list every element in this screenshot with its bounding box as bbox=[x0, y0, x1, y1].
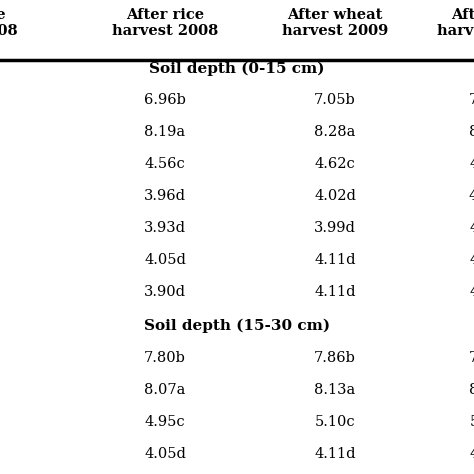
Text: 7.05b: 7.05b bbox=[314, 93, 356, 107]
Text: 7.80b: 7.80b bbox=[144, 351, 186, 365]
Text: Soil depth (15-30 cm): Soil depth (15-30 cm) bbox=[144, 319, 330, 333]
Text: 3.96d: 3.96d bbox=[144, 189, 186, 203]
Text: 4.17d: 4.17d bbox=[469, 285, 474, 299]
Text: 4.68c: 4.68c bbox=[470, 157, 474, 171]
Text: After rice
harvest 2009: After rice harvest 2009 bbox=[437, 8, 474, 38]
Text: 4.11d: 4.11d bbox=[314, 285, 356, 299]
Text: 7.86b: 7.86b bbox=[314, 351, 356, 365]
Text: 4.05d: 4.05d bbox=[144, 253, 186, 267]
Text: 4.08d: 4.08d bbox=[469, 189, 474, 203]
Text: 5.10c: 5.10c bbox=[315, 415, 356, 429]
Text: 8.28a: 8.28a bbox=[314, 125, 356, 139]
Text: 4.95c: 4.95c bbox=[145, 415, 185, 429]
Text: 8.07a: 8.07a bbox=[144, 383, 186, 397]
Text: 6.96b: 6.96b bbox=[144, 93, 186, 107]
Text: 4.05d: 4.05d bbox=[144, 447, 186, 461]
Text: 4.11d: 4.11d bbox=[314, 447, 356, 461]
Text: After rice
harvest 2008: After rice harvest 2008 bbox=[112, 8, 218, 38]
Text: 4.17d: 4.17d bbox=[469, 253, 474, 267]
Text: After wheat
harvest 2009: After wheat harvest 2009 bbox=[282, 8, 388, 38]
Text: Soil depth (0-15 cm): Soil depth (0-15 cm) bbox=[149, 62, 325, 76]
Text: 4.02d: 4.02d bbox=[314, 189, 356, 203]
Text: 3.99d: 3.99d bbox=[314, 221, 356, 235]
Text: 7.92b: 7.92b bbox=[469, 351, 474, 365]
Text: 4.62c: 4.62c bbox=[315, 157, 356, 171]
Text: 4.56c: 4.56c bbox=[145, 157, 185, 171]
Text: 3.90d: 3.90d bbox=[144, 285, 186, 299]
Text: 7.10b: 7.10b bbox=[469, 93, 474, 107]
Text: 5.16c: 5.16c bbox=[470, 415, 474, 429]
Text: 8.32a: 8.32a bbox=[469, 125, 474, 139]
Text: 8.13a: 8.13a bbox=[314, 383, 356, 397]
Text: 3.93d: 3.93d bbox=[144, 221, 186, 235]
Text: 4.05d: 4.05d bbox=[469, 221, 474, 235]
Text: 8.19a: 8.19a bbox=[469, 383, 474, 397]
Text: Before rice
planting 2008: Before rice planting 2008 bbox=[0, 8, 18, 38]
Text: 8.19a: 8.19a bbox=[145, 125, 185, 139]
Text: 4.11d: 4.11d bbox=[314, 253, 356, 267]
Text: 4.17d: 4.17d bbox=[469, 447, 474, 461]
